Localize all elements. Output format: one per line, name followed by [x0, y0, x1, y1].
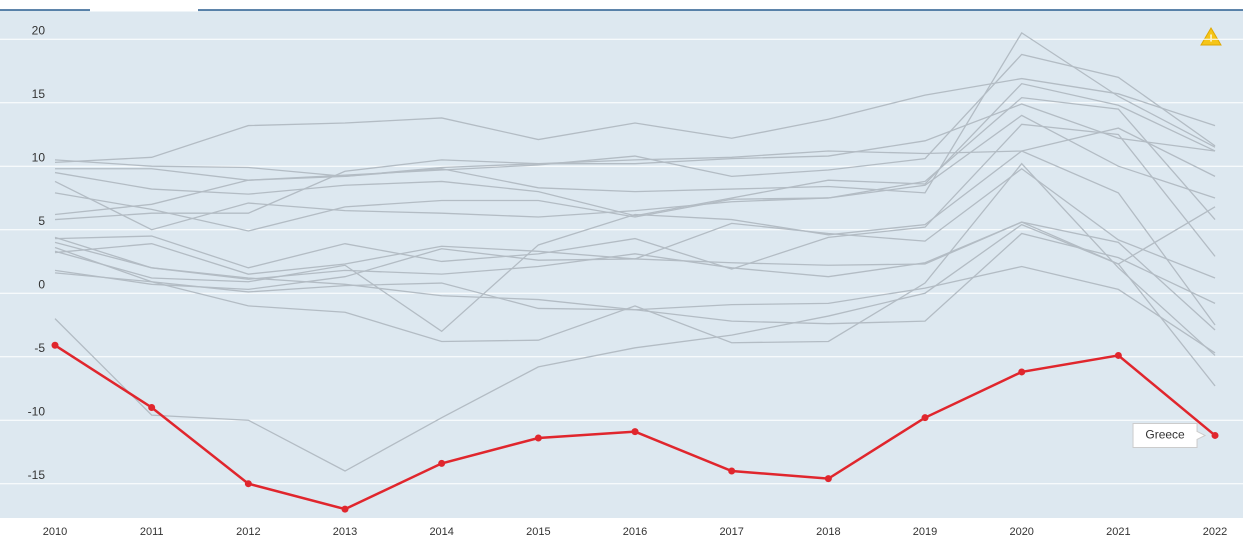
series-line	[54, 96, 1216, 231]
y-tick-label: -10	[28, 404, 46, 418]
plot-background	[0, 10, 1243, 518]
series-label: Greece	[1145, 428, 1185, 442]
y-tick-label: -5	[34, 341, 45, 355]
y-tick-label: -15	[28, 468, 46, 482]
series-line	[54, 123, 1216, 270]
series-line	[54, 82, 1216, 217]
x-tick-label: 2012	[236, 526, 260, 538]
point	[1211, 431, 1219, 439]
y-tick-label: 20	[32, 23, 46, 37]
x-tick-label: 2019	[913, 526, 937, 538]
series-line	[54, 150, 1216, 333]
point	[534, 434, 542, 442]
x-tick-label: 2013	[333, 526, 357, 538]
y-tick-label: 0	[38, 277, 45, 291]
series-line	[54, 31, 1216, 194]
point	[51, 341, 59, 349]
point	[148, 404, 156, 412]
x-tick-label: 2021	[1106, 526, 1130, 538]
point	[244, 480, 252, 488]
series-line	[54, 103, 1216, 221]
point	[1018, 368, 1026, 376]
x-tick-label: 2014	[429, 526, 453, 538]
series-label-box	[1132, 422, 1207, 448]
x-tick-label: 2022	[1203, 526, 1227, 538]
series-line	[54, 221, 1216, 387]
x-tick-label: 2011	[140, 526, 164, 538]
point	[631, 428, 639, 436]
point	[341, 505, 349, 513]
series-line	[54, 246, 1216, 354]
point	[1114, 351, 1122, 359]
x-tick-label: 2015	[526, 526, 550, 538]
series-line	[54, 206, 1216, 472]
point	[728, 467, 736, 475]
series-line	[54, 77, 1216, 164]
point	[921, 414, 929, 422]
series-line	[54, 114, 1216, 232]
series-line	[54, 162, 1216, 356]
point	[438, 459, 446, 467]
y-tick-label: 5	[38, 214, 45, 228]
y-tick-label: 10	[32, 150, 46, 164]
y-tick-label: 15	[32, 87, 46, 101]
x-tick-label: 2017	[719, 526, 743, 538]
x-tick-label: 2010	[43, 526, 67, 538]
x-tick-label: 2018	[816, 526, 840, 538]
x-tick-label: 2020	[1009, 526, 1033, 538]
point	[824, 475, 832, 483]
x-tick-label: 2016	[623, 526, 647, 538]
